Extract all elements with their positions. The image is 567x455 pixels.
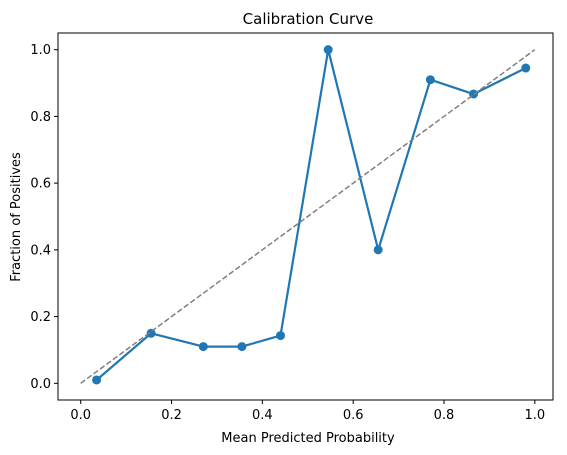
y-axis-label: Fraction of Positives bbox=[9, 152, 24, 282]
calibration-point-3 bbox=[198, 342, 208, 352]
y-tick-label-2: 0.4 bbox=[30, 243, 51, 258]
y-tick-label-4: 0.8 bbox=[30, 110, 51, 125]
calibration-point-2 bbox=[146, 328, 156, 338]
x-tick-label-1: 0.2 bbox=[161, 408, 182, 423]
calibration-point-5 bbox=[276, 331, 286, 341]
x-tick-label-3: 0.6 bbox=[343, 408, 364, 423]
x-tick-label-5: 1.0 bbox=[524, 408, 545, 423]
calibration-series-line bbox=[95, 48, 527, 381]
y-tick-label-5: 1.0 bbox=[30, 43, 51, 58]
calibration-point-4 bbox=[237, 342, 247, 352]
plot-area: 0.0 0.2 0.4 0.6 0.8 1.0 0.0 0.2 0.4 0.6 0.8 1.0 bbox=[30, 32, 554, 423]
x-tick-label-0: 0.0 bbox=[70, 408, 91, 423]
calibration-point-8 bbox=[425, 75, 435, 85]
y-tick-label-1: 0.2 bbox=[30, 310, 51, 325]
calibration-point-1 bbox=[92, 375, 102, 385]
reference-diagonal-line bbox=[80, 49, 536, 384]
y-tick-label-3: 0.6 bbox=[30, 177, 51, 192]
plot-frame bbox=[57, 32, 554, 401]
calibration-point-7 bbox=[373, 245, 383, 255]
x-axis-label: Mean Predicted Probability bbox=[221, 431, 395, 446]
x-tick-label-4: 0.8 bbox=[434, 408, 455, 423]
y-tick-label-0: 0.0 bbox=[30, 377, 51, 392]
calibration-point-6 bbox=[323, 45, 333, 55]
chart-title: Calibration Curve bbox=[243, 10, 374, 28]
x-tick-label-2: 0.4 bbox=[252, 408, 273, 423]
calibration-point-10 bbox=[521, 63, 531, 73]
